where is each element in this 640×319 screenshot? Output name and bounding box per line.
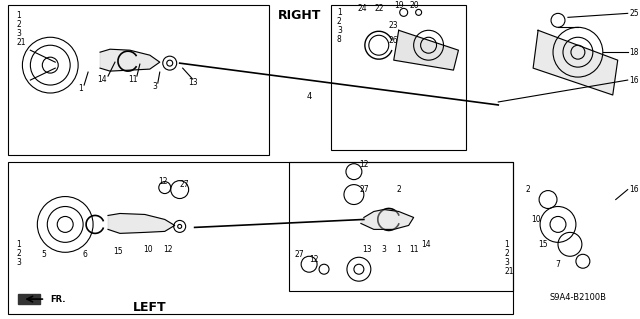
Polygon shape <box>108 213 175 234</box>
Text: 1: 1 <box>396 245 401 254</box>
Text: 21: 21 <box>17 38 26 47</box>
Text: 4: 4 <box>307 93 312 101</box>
Text: 5: 5 <box>41 250 45 259</box>
Text: 7: 7 <box>556 260 561 269</box>
Text: 25: 25 <box>630 9 639 18</box>
Text: RIGHT: RIGHT <box>278 9 321 22</box>
Bar <box>289 162 513 291</box>
Bar <box>331 5 467 150</box>
Text: 3: 3 <box>17 258 21 267</box>
Text: 12: 12 <box>309 255 319 264</box>
Text: 12: 12 <box>158 177 168 186</box>
Text: 27: 27 <box>180 180 189 189</box>
Text: 1: 1 <box>78 84 83 93</box>
Polygon shape <box>394 30 458 70</box>
Text: 26: 26 <box>389 36 399 45</box>
Text: 13: 13 <box>188 78 198 86</box>
Text: 27: 27 <box>359 185 369 194</box>
Text: 20: 20 <box>410 1 419 10</box>
Text: 8: 8 <box>337 35 342 44</box>
Text: S9A4-B2100B: S9A4-B2100B <box>549 293 607 301</box>
Text: 19: 19 <box>394 1 404 10</box>
Text: 11: 11 <box>128 75 138 84</box>
Text: FR.: FR. <box>51 294 66 304</box>
Polygon shape <box>100 49 160 71</box>
Text: 6: 6 <box>83 250 88 259</box>
Text: 3: 3 <box>152 82 157 91</box>
Text: 13: 13 <box>362 245 372 254</box>
Polygon shape <box>533 30 618 95</box>
Text: 16: 16 <box>630 76 639 85</box>
Text: 15: 15 <box>538 240 548 249</box>
Text: 18: 18 <box>630 48 639 57</box>
Text: 14: 14 <box>420 240 431 249</box>
Text: 3: 3 <box>381 245 386 254</box>
Text: 3: 3 <box>337 26 342 35</box>
Polygon shape <box>19 294 40 304</box>
Text: 16: 16 <box>630 185 639 194</box>
Text: 2: 2 <box>337 17 342 26</box>
Text: 10: 10 <box>531 215 541 224</box>
Text: 1: 1 <box>504 240 509 249</box>
Text: 3: 3 <box>504 258 509 267</box>
Text: LEFT: LEFT <box>133 300 166 314</box>
Text: 2: 2 <box>396 185 401 194</box>
Text: 22: 22 <box>374 4 383 13</box>
Text: 15: 15 <box>113 247 123 256</box>
Text: 2: 2 <box>17 20 21 29</box>
Text: 23: 23 <box>389 21 399 30</box>
Text: 1: 1 <box>17 240 21 249</box>
Text: 10: 10 <box>143 245 153 254</box>
Text: 24: 24 <box>357 4 367 13</box>
Text: 12: 12 <box>359 160 369 169</box>
Text: 14: 14 <box>97 75 107 84</box>
Text: 2: 2 <box>17 249 21 258</box>
Text: 2: 2 <box>504 249 509 258</box>
Text: 21: 21 <box>504 267 514 276</box>
Text: 27: 27 <box>294 250 304 259</box>
Bar <box>8 162 513 314</box>
Bar <box>8 5 269 155</box>
Text: 2: 2 <box>525 185 531 194</box>
Text: 1: 1 <box>17 11 21 20</box>
Text: 3: 3 <box>17 29 21 38</box>
Text: 12: 12 <box>163 245 173 254</box>
Text: 1: 1 <box>337 8 342 17</box>
Polygon shape <box>361 210 413 229</box>
Text: 11: 11 <box>409 245 419 254</box>
